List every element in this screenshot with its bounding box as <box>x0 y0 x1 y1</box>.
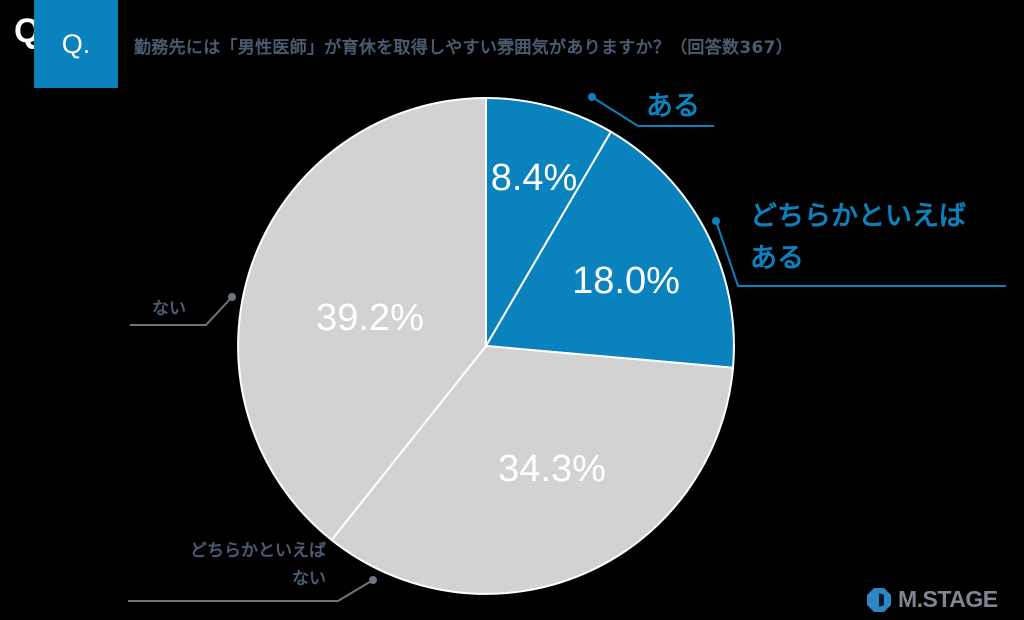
label-nai: ない <box>152 299 186 319</box>
slice-nai <box>237 96 487 542</box>
pct-nai: 39.2% <box>316 297 424 339</box>
leader-dochira-nai <box>128 576 377 602</box>
mstage-logo: M.STAGE <box>866 586 998 613</box>
leader-nai <box>130 293 236 326</box>
pct-dochira-aru: 18.0% <box>572 260 680 302</box>
label-dochira-aru: どちらかといえば ある <box>750 196 966 280</box>
pct-dochira-nai: 34.3% <box>498 448 606 490</box>
mstage-logo-text: M.STAGE <box>898 586 998 612</box>
label-dochira-aru-line1: どちらかといえば <box>750 201 966 232</box>
chart-title: 勤務先には「男性医師」が育休を取得しやすい雰囲気がありますか？（回答数367） <box>134 38 794 58</box>
label-dochira-nai: どちらかといえば ない <box>140 537 326 593</box>
slice-dochira-aru <box>484 130 735 369</box>
label-dochira-nai-line1: どちらかといえば <box>190 541 326 561</box>
leader-aru <box>588 93 714 127</box>
pct-aru: 8.4% <box>491 157 578 199</box>
slice-dochira-nai <box>330 344 735 595</box>
question-badge: Q. <box>34 0 118 88</box>
question-badge-label: Q. <box>61 28 91 59</box>
leader-dochira-aru <box>712 217 1006 287</box>
label-dochira-aru-line2: ある <box>750 243 804 274</box>
label-dochira-nai-line2: ない <box>292 569 326 589</box>
slice-aru <box>485 96 613 350</box>
mstage-logo-icon <box>867 587 891 612</box>
label-aru: ある <box>646 91 700 122</box>
